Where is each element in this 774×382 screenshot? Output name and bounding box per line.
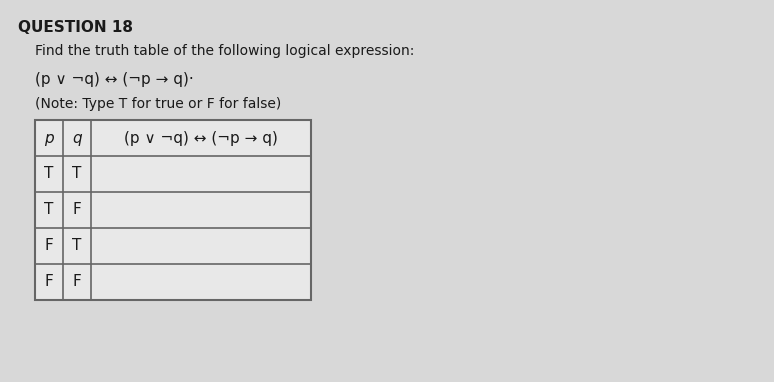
Text: T: T	[44, 167, 53, 181]
Text: QUESTION 18: QUESTION 18	[18, 20, 133, 35]
Text: F: F	[45, 275, 53, 290]
Text: (Note: Type T for true or F for false): (Note: Type T for true or F for false)	[35, 97, 281, 111]
Text: T: T	[72, 238, 82, 254]
Text: (p ∨ ¬q) ↔ (¬p → q)·: (p ∨ ¬q) ↔ (¬p → q)·	[35, 72, 194, 87]
Text: F: F	[73, 202, 81, 217]
Text: (p ∨ ¬q) ↔ (¬p → q): (p ∨ ¬q) ↔ (¬p → q)	[124, 131, 278, 146]
Text: Find the truth table of the following logical expression:: Find the truth table of the following lo…	[35, 44, 414, 58]
Text: p: p	[44, 131, 54, 146]
FancyBboxPatch shape	[35, 120, 311, 300]
Text: T: T	[72, 167, 82, 181]
Text: q: q	[72, 131, 82, 146]
Text: F: F	[73, 275, 81, 290]
Text: F: F	[45, 238, 53, 254]
Text: T: T	[44, 202, 53, 217]
